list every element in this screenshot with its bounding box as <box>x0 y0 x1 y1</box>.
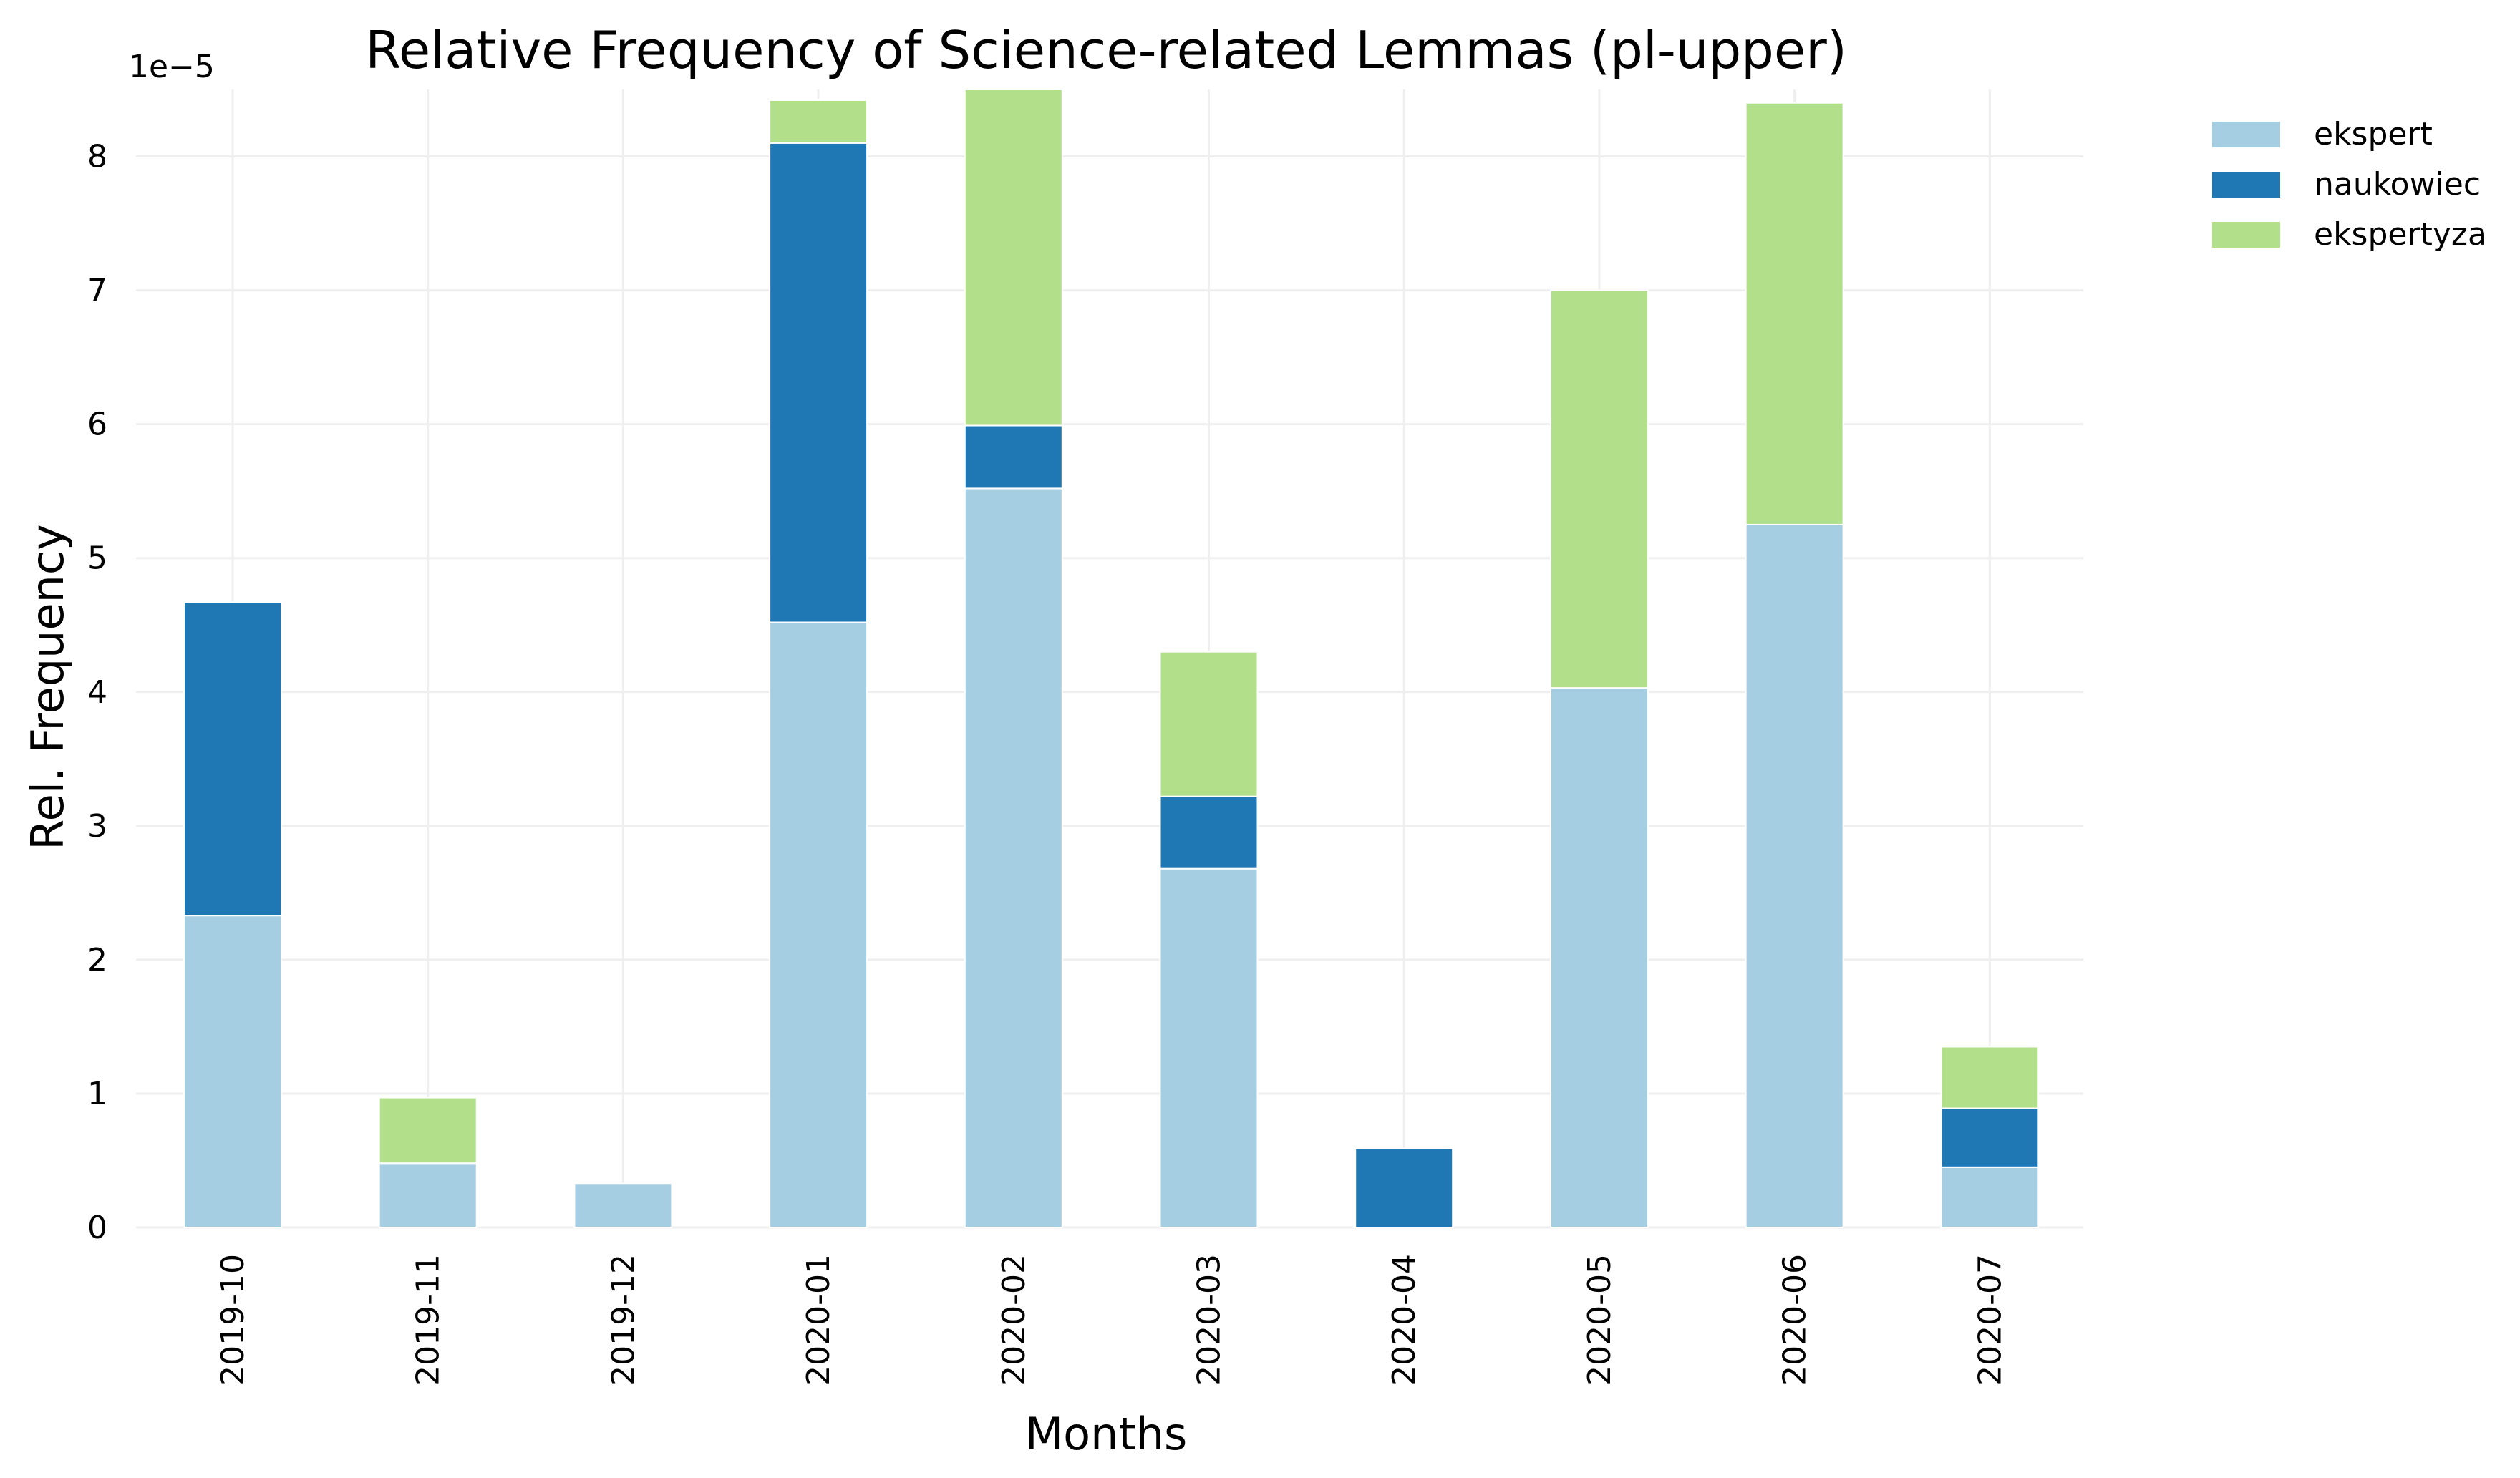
bar-segment-naukowiec <box>769 142 868 623</box>
bar-segment-ekspertyza <box>1159 651 1259 797</box>
y-tick-label: 8 <box>87 139 107 175</box>
y-tick-label: 4 <box>87 674 107 711</box>
bar-segment-ekspertyza <box>1940 1046 2040 1109</box>
bar-segment-ekspert <box>1549 687 1649 1228</box>
x-tick-label: 2020-01 <box>800 1254 837 1386</box>
legend-label-naukowiec: naukowiec <box>2314 166 2481 203</box>
legend-swatch-ekspertyza <box>2212 222 2280 248</box>
bar-segment-ekspert <box>573 1182 673 1229</box>
bar-segment-ekspertyza <box>769 99 868 144</box>
legend-label-ekspertyza: ekspertyza <box>2314 216 2487 253</box>
legend-swatch-ekspert <box>2212 122 2280 147</box>
bar-segment-ekspertyza <box>378 1097 478 1165</box>
y-scale-label: 1e−5 <box>129 49 215 85</box>
bar-segment-ekspert <box>769 621 868 1228</box>
x-tick-label: 2019-12 <box>605 1254 641 1386</box>
bar-segment-naukowiec <box>964 424 1063 490</box>
x-tick-label: 2020-04 <box>1386 1254 1423 1386</box>
bar-segment-naukowiec <box>1940 1107 2040 1168</box>
bar-segment-ekspert <box>183 915 282 1228</box>
x-tick-label: 2019-11 <box>410 1254 447 1386</box>
bar-segment-ekspert <box>1159 867 1259 1229</box>
bar-segment-ekspert <box>964 487 1063 1228</box>
x-tick-label: 2020-03 <box>1191 1254 1228 1386</box>
y-tick-label: 0 <box>87 1210 107 1246</box>
y-tick-label: 2 <box>87 942 107 978</box>
bar-segment-ekspertyza <box>1745 102 1844 525</box>
legend-swatch-naukowiec <box>2212 172 2280 198</box>
bar-segment-ekspertyza <box>1549 289 1649 689</box>
x-tick-label: 2020-05 <box>1581 1254 1618 1386</box>
y-tick-label: 7 <box>87 273 107 309</box>
bar-segment-ekspert <box>1940 1166 2040 1228</box>
bar-segment-naukowiec <box>1354 1147 1454 1228</box>
x-axis-label: Months <box>1025 1408 1188 1460</box>
y-tick-label: 1 <box>87 1076 107 1112</box>
y-tick-label: 3 <box>87 808 107 845</box>
bar-segment-ekspertyza <box>964 89 1063 427</box>
y-tick-label: 6 <box>87 407 107 443</box>
chart-title: Relative Frequency of Science-related Le… <box>365 20 1847 80</box>
legend-label-ekspert: ekspert <box>2314 116 2433 152</box>
x-tick-label: 2019-10 <box>215 1254 251 1386</box>
bar-segment-ekspert <box>1745 523 1844 1228</box>
x-tick-label: 2020-07 <box>1972 1254 2008 1386</box>
y-tick-label: 5 <box>87 540 107 577</box>
y-axis-label: Rel. Frequency <box>21 524 74 850</box>
bar-segment-naukowiec <box>183 601 282 917</box>
bar-segment-naukowiec <box>1159 795 1259 870</box>
x-tick-label: 2020-06 <box>1777 1254 1813 1386</box>
x-tick-label: 2020-02 <box>996 1254 1032 1386</box>
bar-segment-ekspert <box>378 1162 478 1229</box>
